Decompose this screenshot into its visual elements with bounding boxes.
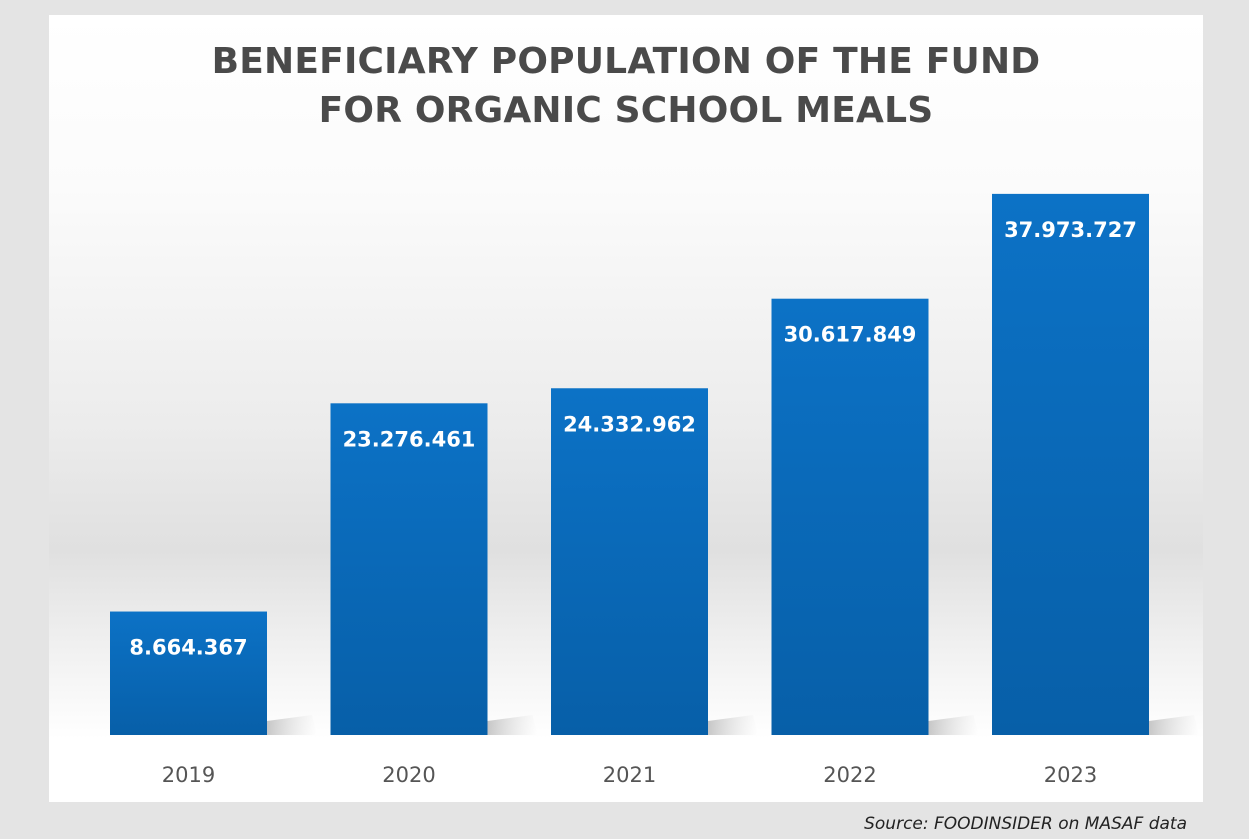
x-tick-label-2019: 2019 [162, 763, 215, 787]
bar-2023 [992, 193, 1149, 735]
bar-2022 [771, 298, 929, 735]
data-label-2021: 24.332.962 [563, 412, 696, 436]
bar-shadow [487, 715, 538, 735]
x-tick-label-2023: 2023 [1044, 763, 1097, 787]
bar-shadow [928, 715, 979, 735]
bar-shadow [708, 715, 758, 735]
x-tick-label-2021: 2021 [603, 763, 656, 787]
chart-panel: BENEFICIARY POPULATION OF THE FUND FOR O… [49, 15, 1203, 802]
data-label-2022: 30.617.849 [784, 323, 917, 347]
chart-title: BENEFICIARY POPULATION OF THE FUND FOR O… [211, 41, 1041, 131]
bar-2021 [551, 388, 708, 735]
bar-2020 [330, 403, 488, 735]
data-label-2019: 8.664.367 [129, 636, 247, 660]
bar-chart: 8.664.367 2019 23.276.461 2020 24.332.962 202… [110, 193, 1199, 787]
x-tick-label-2020: 2020 [382, 763, 435, 787]
source-note: Source: FOODINSIDER on MASAF data [864, 814, 1187, 834]
data-label-2023: 37.973.727 [1004, 218, 1137, 242]
bar-shadow [267, 715, 317, 735]
bar-shadow [1149, 715, 1199, 735]
bar-2019 [110, 611, 267, 735]
x-tick-label-2022: 2022 [823, 763, 876, 787]
data-label-2020: 23.276.461 [343, 427, 476, 451]
